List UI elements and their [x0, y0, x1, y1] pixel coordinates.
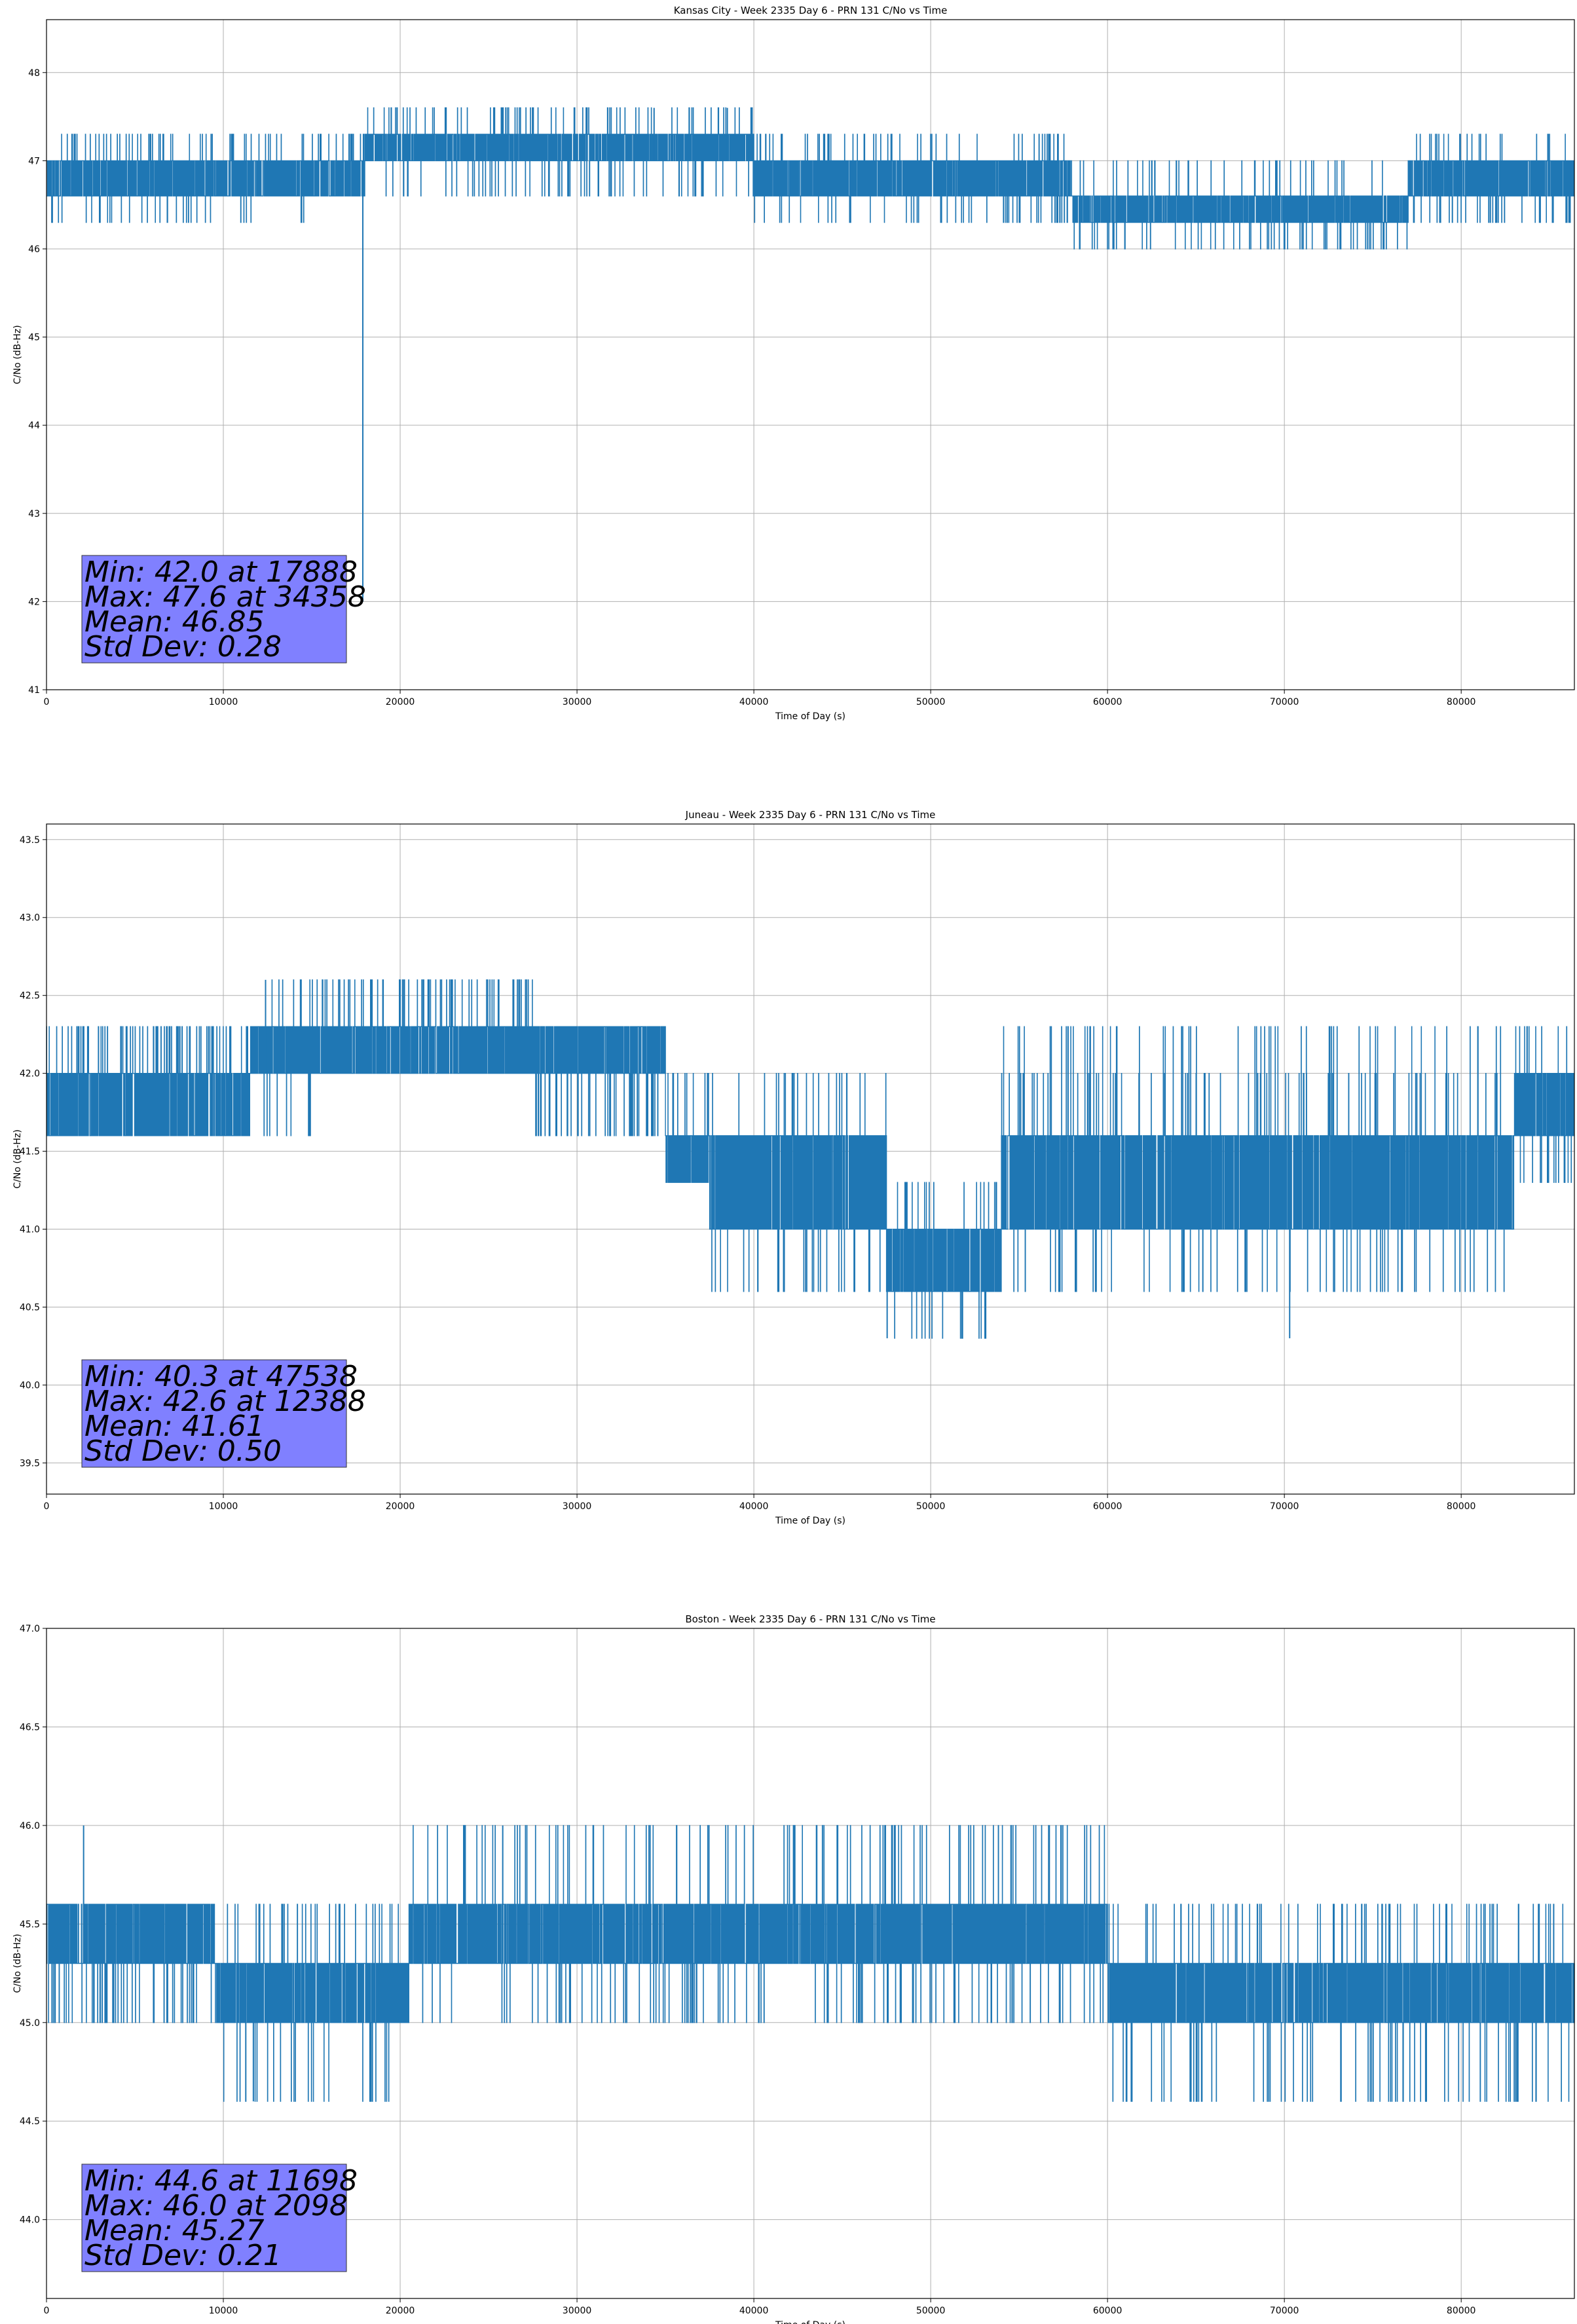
x-tick-label: 20000 — [386, 2306, 415, 2316]
x-tick-label: 60000 — [1093, 697, 1122, 707]
x-tick-label: 40000 — [739, 1501, 769, 1512]
x-tick-label: 70000 — [1270, 2306, 1299, 2316]
y-tick-label: 39.5 — [20, 1458, 40, 1469]
y-tick-label: 41.5 — [20, 1147, 40, 1157]
y-tick-label: 45.0 — [20, 2018, 40, 2029]
x-tick-label: 30000 — [563, 697, 592, 707]
stats-line: Std Dev: 0.28 — [84, 630, 282, 664]
y-tick-label: 43.5 — [20, 835, 40, 846]
x-tick-label: 20000 — [386, 1501, 415, 1512]
x-axis-label: Time of Day (s) — [775, 2320, 845, 2324]
x-tick-label: 60000 — [1093, 2306, 1122, 2316]
y-tick-label: 43.0 — [20, 913, 40, 924]
y-tick-label: 46.5 — [20, 1722, 40, 1733]
axes-frame — [46, 19, 1575, 690]
x-tick-label: 50000 — [916, 1501, 946, 1512]
y-tick-label: 42.5 — [20, 991, 40, 1002]
stats-box — [81, 2164, 347, 2272]
y-tick-label: 47.0 — [20, 1624, 40, 1634]
x-tick-label: 10000 — [209, 697, 238, 707]
y-tick-label: 45 — [28, 333, 40, 343]
chart-title: Boston - Week 2335 Day 6 - PRN 131 C/No … — [685, 1613, 935, 1625]
stats-line: Min: 40.3 at 47538 — [84, 1360, 358, 1393]
y-tick-label: 44.0 — [20, 2215, 40, 2226]
stats-line: Std Dev: 0.21 — [84, 2239, 282, 2272]
stats-line: Max: 42.6 at 12388 — [84, 1385, 366, 1418]
x-tick-label: 40000 — [739, 697, 769, 707]
series-line — [46, 107, 1575, 250]
stats-box — [81, 1359, 347, 1468]
y-tick-label: 45.5 — [20, 1919, 40, 1930]
stats-line: Std Dev: 0.50 — [84, 1434, 282, 1468]
x-tick-label: 70000 — [1270, 697, 1299, 707]
y-tick-label: 43 — [28, 509, 40, 519]
chart-1: 0 10000 20000 30000 40000 50000 60000 70000 8000… — [12, 5, 1575, 722]
x-tick-label: 10000 — [209, 1501, 238, 1512]
y-tick-label: 48 — [28, 68, 40, 79]
y-tick-label: 46.0 — [20, 1821, 40, 1831]
x-tick-label: 0 — [44, 2306, 50, 2316]
x-tick-label: 70000 — [1270, 1501, 1299, 1512]
stats-line: Max: 47.6 at 34358 — [84, 580, 366, 614]
chart-2: 0 10000 20000 30000 40000 50000 60000 70000 8000… — [12, 809, 1575, 1526]
chart-title: Juneau - Week 2335 Day 6 - PRN 131 C/No … — [685, 809, 936, 821]
x-tick-label: 0 — [44, 1501, 50, 1512]
y-tick-label: 42 — [28, 597, 40, 607]
y-tick-label: 42.0 — [20, 1069, 40, 1079]
x-axis-label: Time of Day (s) — [775, 711, 845, 722]
stats-box — [81, 555, 347, 664]
x-tick-label: 10000 — [209, 2306, 238, 2316]
series-line — [46, 979, 1575, 1339]
x-tick-label: 80000 — [1447, 1501, 1476, 1512]
x-axis-label: Time of Day (s) — [775, 1516, 845, 1526]
y-tick-label: 41.0 — [20, 1225, 40, 1235]
x-tick-label: 30000 — [563, 1501, 592, 1512]
y-axis-label: C/No (dB-Hz) — [12, 1129, 23, 1188]
x-tick-label: 60000 — [1093, 1501, 1122, 1512]
chart-3: 0 10000 20000 30000 40000 50000 60000 70000 8000… — [12, 1613, 1575, 2324]
y-tick-label: 46 — [28, 244, 40, 255]
y-axis-label: C/No (dB-Hz) — [12, 1934, 23, 1993]
x-tick-label: 30000 — [563, 2306, 592, 2316]
x-tick-label: 80000 — [1447, 697, 1476, 707]
stats-line: Mean: 46.85 — [84, 605, 265, 639]
x-tick-label: 50000 — [916, 697, 946, 707]
x-tick-label: 50000 — [916, 2306, 946, 2316]
stats-line: Max: 46.0 at 2098 — [84, 2189, 348, 2222]
y-tick-label: 44.5 — [20, 2116, 40, 2127]
x-tick-label: 0 — [44, 697, 50, 707]
y-axis-label: C/No (dB-Hz) — [12, 325, 23, 384]
stats-line: Min: 44.6 at 11698 — [84, 2164, 358, 2198]
series-line — [46, 1825, 1575, 2102]
x-tick-label: 80000 — [1447, 2306, 1476, 2316]
y-tick-label: 41 — [28, 685, 40, 696]
y-tick-label: 47 — [28, 156, 40, 166]
x-tick-label: 20000 — [386, 697, 415, 707]
axes-frame — [46, 1628, 1575, 2299]
stats-line: Mean: 41.61 — [84, 1410, 265, 1443]
y-tick-label: 44 — [28, 421, 40, 431]
x-tick-label: 40000 — [739, 2306, 769, 2316]
chart-title: Kansas City - Week 2335 Day 6 - PRN 131 … — [674, 5, 948, 16]
y-tick-label: 40.0 — [20, 1380, 40, 1391]
axes-frame — [46, 823, 1575, 1495]
stats-line: Mean: 45.27 — [84, 2214, 265, 2247]
stats-line: Min: 42.0 at 17888 — [84, 555, 358, 589]
y-tick-label: 40.5 — [20, 1303, 40, 1313]
